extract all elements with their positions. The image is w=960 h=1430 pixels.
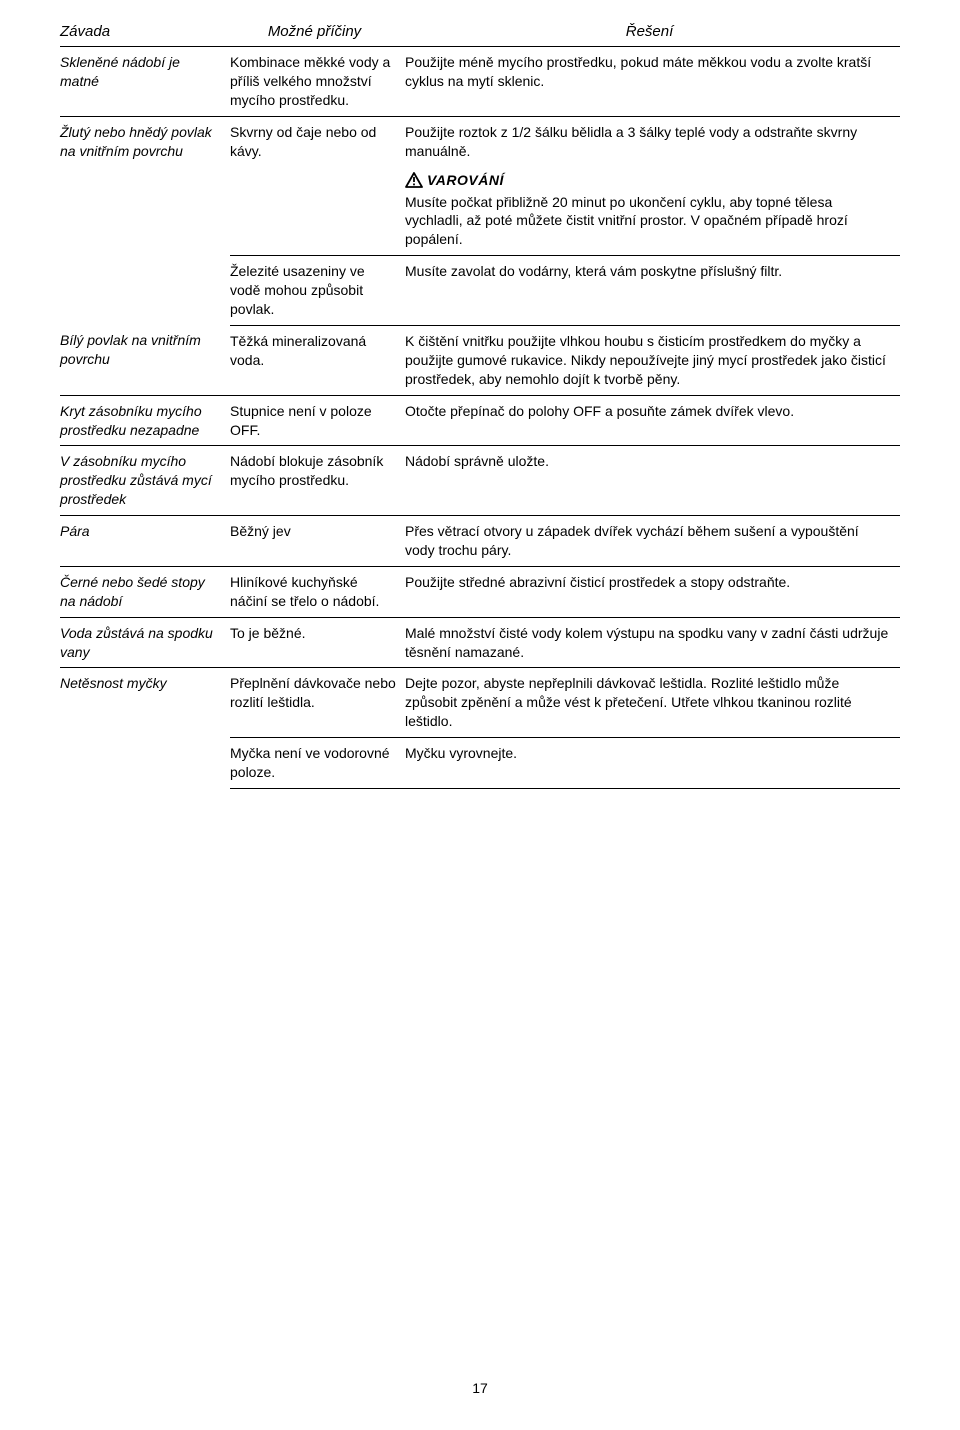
fault-cell: Netěsnost myčky	[60, 668, 230, 788]
table-row: Pára Běžný jev Přes větrací otvory u záp…	[60, 516, 900, 567]
table-row: V zásobníku mycího prostředku zůstává my…	[60, 446, 900, 516]
solution-cell: Přes větrací otvory u západek dvířek vyc…	[405, 516, 900, 567]
cause-cell: To je běžné.	[230, 617, 405, 668]
header-cause: Možné příčiny	[230, 18, 405, 47]
cause-cell: Nádobí blokuje zásobník mycího prostředk…	[230, 446, 405, 516]
table-row: Voda zůstává na spodku vany To je běžné.…	[60, 617, 900, 668]
fault-cell: Skleněné nádobí je matné	[60, 47, 230, 117]
fault-cell: Černé nebo šedé stopy na nádobí	[60, 566, 230, 617]
solution-cell: Myčku vyrovnejte.	[405, 738, 900, 789]
warning-text: Musíte počkat přibližně 20 minut po ukon…	[405, 193, 892, 250]
solution-cell: Použijte méně mycího prostředku, pokud m…	[405, 47, 900, 117]
fault-cell: Voda zůstává na spodku vany	[60, 617, 230, 668]
header-solution: Řešení	[405, 18, 900, 47]
warning-label: VAROVÁNÍ	[427, 172, 504, 188]
header-fault: Závada	[60, 18, 230, 47]
solution-cell: Nádobí správně uložte.	[405, 446, 900, 516]
solution-cell: K čištění vnitřku použijte vlhkou houbu …	[405, 325, 900, 395]
warning-block: VAROVÁNÍ Musíte počkat přibližně 20 minu…	[405, 171, 892, 250]
cause-cell: Běžný jev	[230, 516, 405, 567]
solution-cell: Malé množství čisté vody kolem výstupu n…	[405, 617, 900, 668]
cause-cell: Těžká mineralizovaná voda.	[230, 325, 405, 395]
cause-cell: Skvrny od čaje nebo od kávy.	[230, 116, 405, 255]
page-number: 17	[0, 1379, 960, 1398]
warning-icon	[405, 172, 423, 193]
cause-cell: Železité usazeniny ve vodě mohou způsobi…	[230, 256, 405, 326]
solution-cell: Dejte pozor, abyste nepřeplnili dávkovač…	[405, 668, 900, 738]
cause-cell: Kombinace měkké vody a příliš velkého mn…	[230, 47, 405, 117]
table-header-row: Závada Možné příčiny Řešení	[60, 18, 900, 47]
fault-cell: Kryt zásobníku mycího prostředku nezapad…	[60, 395, 230, 446]
solution-cell: Musíte zavolat do vodárny, která vám pos…	[405, 256, 900, 326]
table-row: Skleněné nádobí je matné Kombinace měkké…	[60, 47, 900, 117]
troubleshooting-table: Závada Možné příčiny Řešení Skleněné nád…	[60, 18, 900, 789]
cause-cell: Přeplnění dávkovače nebo rozlití leštidl…	[230, 668, 405, 738]
table-row: Černé nebo šedé stopy na nádobí Hliníkov…	[60, 566, 900, 617]
fault-cell: Bílý povlak na vnitřním povrchu	[60, 325, 230, 395]
solution-text: Použijte roztok z 1/2 šálku bělidla a 3 …	[405, 124, 857, 159]
cause-cell: Hliníkové kuchyňské náčiní se třelo o ná…	[230, 566, 405, 617]
cause-cell: Myčka není ve vodorovné poloze.	[230, 738, 405, 789]
fault-cell: Žlutý nebo hnědý povlak na vnitřním povr…	[60, 116, 230, 325]
solution-cell: Otočte přepínač do polohy OFF a posuňte …	[405, 395, 900, 446]
fault-cell: Pára	[60, 516, 230, 567]
table-row: Bílý povlak na vnitřním povrchu Těžká mi…	[60, 325, 900, 395]
fault-cell: V zásobníku mycího prostředku zůstává my…	[60, 446, 230, 516]
solution-cell: Použijte středné abrazivní čisticí prost…	[405, 566, 900, 617]
cause-cell: Stupnice není v poloze OFF.	[230, 395, 405, 446]
solution-cell: Použijte roztok z 1/2 šálku bělidla a 3 …	[405, 116, 900, 255]
table-row: Netěsnost myčky Přeplnění dávkovače nebo…	[60, 668, 900, 738]
table-row: Žlutý nebo hnědý povlak na vnitřním povr…	[60, 116, 900, 255]
table-row: Kryt zásobníku mycího prostředku nezapad…	[60, 395, 900, 446]
